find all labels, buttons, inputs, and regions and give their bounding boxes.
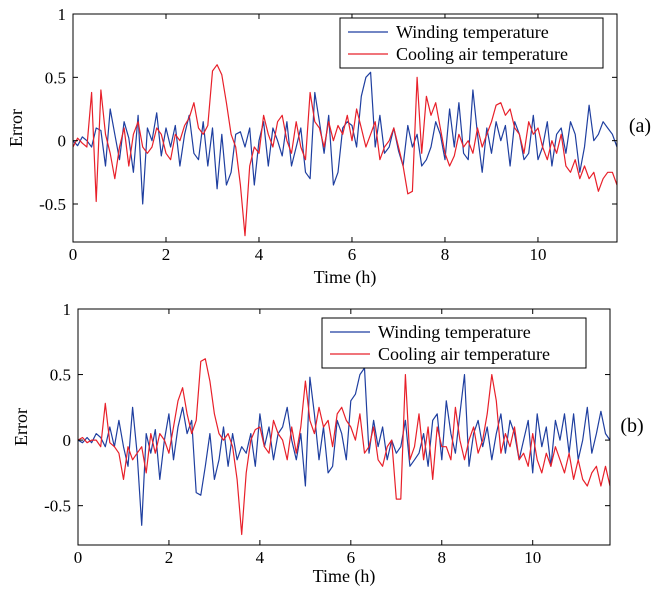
panel-label: (b) (620, 415, 643, 437)
legend-label-cooling-air: Cooling air temperature (396, 44, 568, 64)
y-axis-label: Error (6, 109, 26, 147)
y-tick-label: 0 (58, 132, 67, 151)
x-tick-label: 6 (347, 548, 356, 567)
legend-label-winding: Winding temperature (396, 22, 549, 42)
x-tick-label: 10 (524, 548, 541, 567)
y-tick-label: -0.5 (44, 497, 71, 516)
x-tick-label: 4 (255, 245, 264, 264)
x-tick-label: 2 (162, 245, 171, 264)
x-tick-label: 6 (348, 245, 357, 264)
y-axis-label: Error (11, 408, 31, 446)
x-tick-label: 0 (74, 548, 83, 567)
series-line-cooling-air (72, 64, 618, 237)
y-tick-label: 1 (63, 300, 72, 319)
legend-label-cooling-air: Cooling air temperature (378, 344, 550, 364)
y-tick-label: -0.5 (39, 195, 66, 214)
y-tick-label: 0 (63, 431, 72, 450)
panel-label: (a) (629, 115, 651, 137)
legend-box (321, 317, 587, 369)
x-tick-label: 2 (165, 548, 174, 567)
x-axis-label: Time (h) (314, 267, 377, 288)
plot-area (72, 13, 618, 243)
x-tick-label: 4 (256, 548, 265, 567)
x-tick-label: 0 (69, 245, 78, 264)
x-tick-label: 8 (438, 548, 447, 567)
y-tick-label: 0.5 (50, 366, 71, 385)
series-line-winding (77, 367, 611, 526)
legend-box (339, 17, 604, 69)
x-tick-label: 8 (441, 245, 450, 264)
x-axis-label: Time (h) (313, 566, 376, 587)
x-tick-label: 10 (529, 245, 546, 264)
y-tick-label: 0.5 (45, 68, 66, 87)
plot-area (77, 308, 611, 546)
legend-label-winding: Winding temperature (378, 322, 531, 342)
series-line-cooling-air (77, 358, 611, 536)
chart-panel-a: 0 2 4 6 8 10 -0.5 0 0.5 1 Time (h) Error (a) Winding … (6, 5, 651, 288)
y-tick-label: 1 (58, 5, 67, 24)
chart-panel-b: 0 2 4 6 8 10 -0.5 0 0.5 1 Time (h) Error (b) Winding … (11, 300, 644, 587)
